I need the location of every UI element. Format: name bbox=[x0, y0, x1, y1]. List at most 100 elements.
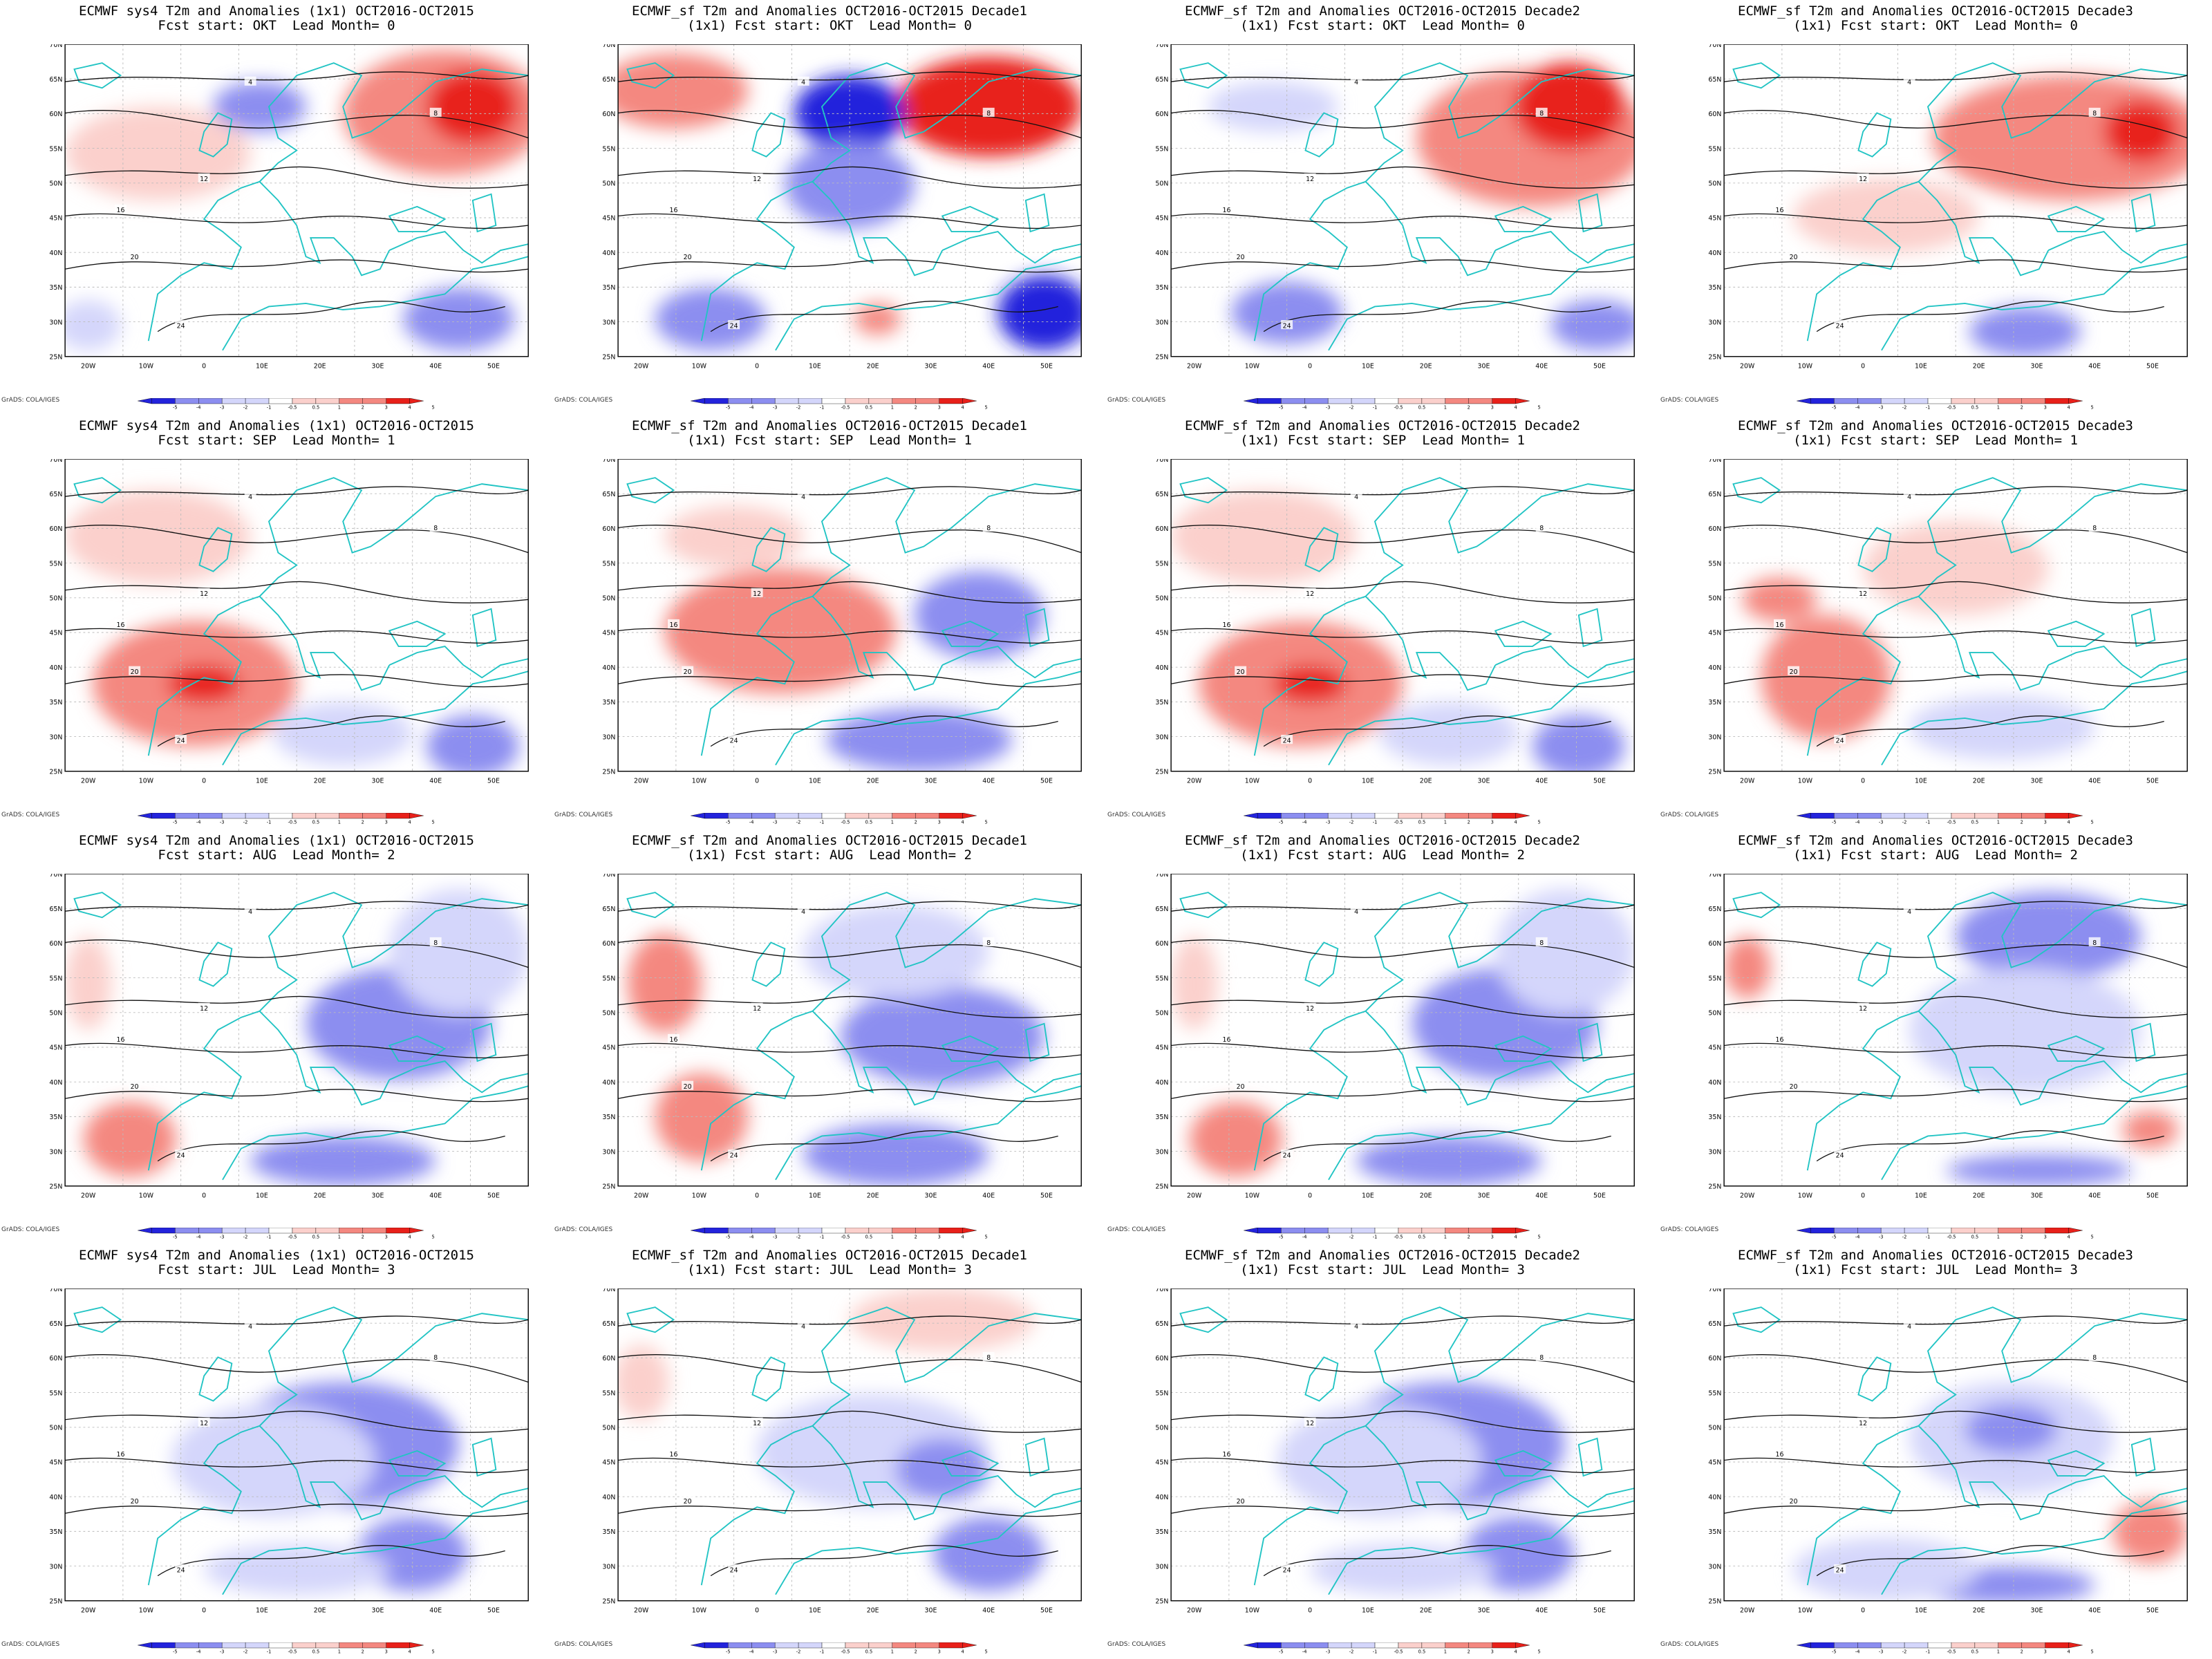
isotherm-label: 16 bbox=[1776, 1036, 1784, 1044]
colorbar-swatch bbox=[1998, 1642, 2022, 1649]
lon-label: 0 bbox=[202, 363, 206, 371]
panel-title-line-1: ECMWF_sf T2m and Anomalies OCT2016-OCT20… bbox=[632, 418, 1027, 433]
coastline bbox=[259, 62, 529, 182]
anomaly-area bbox=[1909, 696, 2095, 759]
colorbar-swatch bbox=[1880, 1228, 1905, 1234]
colorbar-tick: 1 bbox=[1444, 1649, 1447, 1653]
lat-label: 25N bbox=[1708, 1183, 1721, 1191]
coastline bbox=[626, 62, 675, 89]
colorbar-tick: -2 bbox=[1902, 819, 1907, 824]
coastline bbox=[73, 62, 122, 89]
lat-label: 30N bbox=[1155, 1148, 1168, 1156]
colorbar-swatch bbox=[1468, 1228, 1492, 1234]
colorbar-tick: 5 bbox=[2090, 1234, 2093, 1239]
colorbar-swatch bbox=[386, 1642, 410, 1649]
lat-label: 65N bbox=[602, 491, 615, 498]
lat-label: 30N bbox=[602, 319, 615, 326]
isotherm-label: 24 bbox=[730, 322, 738, 330]
colorbar-swatch bbox=[704, 1642, 729, 1649]
isotherm bbox=[65, 581, 529, 603]
colorbar: -5 -4 -3 -2 -1 -0.5 0.5 1 2 3 4 5 bbox=[1797, 1228, 2094, 1239]
colorbar-swatch bbox=[1834, 398, 1858, 404]
colorbar-tick: 2 bbox=[915, 819, 917, 824]
colorbar-tick: -3 bbox=[1879, 404, 1884, 409]
lat-label: 35N bbox=[49, 284, 62, 292]
colorbar-tick: 0.5 bbox=[1971, 1234, 1979, 1239]
grads-credit: GrADS: COLA/IGES bbox=[554, 397, 613, 404]
colorbar-swatch bbox=[198, 1228, 223, 1234]
isotherm bbox=[710, 1545, 1058, 1577]
colorbar-swatch bbox=[868, 1642, 893, 1649]
lat-label: 35N bbox=[602, 1114, 615, 1121]
lat-label: 50N bbox=[49, 180, 62, 188]
isotherm-label: 12 bbox=[753, 176, 761, 183]
anomaly-area bbox=[65, 490, 251, 584]
colorbar-tick: -4 bbox=[1302, 1649, 1307, 1653]
colorbar-tick: 2 bbox=[362, 404, 364, 409]
colorbar-swatch bbox=[751, 1228, 776, 1234]
colorbar-tick: 0.5 bbox=[312, 404, 320, 409]
lon-label: 40E bbox=[429, 778, 442, 785]
colorbar-swatch bbox=[198, 813, 223, 819]
colorbar-swatch bbox=[1927, 1642, 1952, 1649]
anomaly-area bbox=[426, 715, 519, 771]
colorbar-tick: -4 bbox=[749, 404, 754, 409]
lon-label: 30E bbox=[1477, 1192, 1490, 1200]
coastline bbox=[2047, 1475, 2188, 1508]
colorbar-tick: 2 bbox=[2021, 1649, 2023, 1653]
lon-label: 10W bbox=[1245, 778, 1259, 785]
lon-label: 0 bbox=[1308, 778, 1312, 785]
colorbar-swatch bbox=[1304, 1228, 1329, 1234]
lat-label: 60N bbox=[1708, 940, 1721, 948]
lon-label: 20W bbox=[634, 363, 648, 371]
colorbar-swatch bbox=[1998, 1228, 2022, 1234]
panel-title-line-1: ECMWF_sf T2m and Anomalies OCT2016-OCT20… bbox=[1185, 1248, 1580, 1263]
isotherm bbox=[65, 674, 529, 688]
colorbar-swatch bbox=[845, 1228, 870, 1234]
panel-title: ECMWF_sf T2m and Anomalies OCT2016-OCT20… bbox=[553, 419, 1106, 448]
lat-label: 45N bbox=[1155, 1044, 1168, 1052]
grads-credit: GrADS: COLA/IGES bbox=[1, 397, 60, 404]
lon-label: 20E bbox=[1420, 363, 1432, 371]
anomaly-area bbox=[65, 106, 251, 200]
colorbar-swatch bbox=[1257, 813, 1282, 819]
colorbar-swatch bbox=[198, 1642, 223, 1649]
coastline bbox=[1179, 892, 1228, 919]
anomaly-area bbox=[2122, 1111, 2178, 1149]
colorbar-tick: -2 bbox=[1349, 1649, 1354, 1653]
isotherm-label: 16 bbox=[1223, 1036, 1231, 1044]
panel-title-line-2: Fcst start: OKT Lead Month= 0 bbox=[158, 18, 395, 33]
colorbar-tick: -5 bbox=[1279, 1234, 1284, 1239]
isotherm bbox=[1171, 71, 1635, 82]
colorbar-tick: -3 bbox=[1879, 1649, 1884, 1653]
anomaly-area bbox=[273, 702, 413, 765]
isotherm bbox=[1724, 1354, 2188, 1383]
panel-title: ECMWF_sf T2m and Anomalies OCT2016-OCT20… bbox=[1659, 834, 2212, 863]
lat-label: 40N bbox=[49, 1079, 62, 1087]
colorbar-swatch bbox=[151, 1642, 176, 1649]
isotherm bbox=[1724, 110, 2188, 139]
isotherm bbox=[1171, 525, 1635, 554]
coastline bbox=[388, 231, 529, 264]
lon-label: 20E bbox=[1420, 1607, 1432, 1615]
lon-label: 20E bbox=[867, 1192, 879, 1200]
coastline bbox=[812, 1306, 1082, 1427]
isotherm-label: 12 bbox=[1859, 1005, 1867, 1013]
colorbar-tick: 3 bbox=[938, 1234, 941, 1239]
isotherm-label: 4 bbox=[1354, 494, 1358, 501]
lat-label: 25N bbox=[1155, 769, 1168, 776]
colorbar-tick: -5 bbox=[173, 1234, 178, 1239]
colorbar-tick: -1 bbox=[267, 404, 272, 409]
grads-credit: GrADS: COLA/IGES bbox=[554, 1226, 613, 1233]
lat-label: 40N bbox=[1155, 664, 1168, 672]
colorbar: -5 -4 -3 -2 -1 -0.5 0.5 1 2 3 4 5 bbox=[138, 1228, 435, 1239]
coastline bbox=[1918, 62, 2188, 182]
colorbar-tick: -0.5 bbox=[288, 404, 297, 409]
isotherm-label: 16 bbox=[1223, 621, 1231, 629]
colorbar-swatch bbox=[751, 1642, 776, 1649]
coastline bbox=[1857, 527, 1892, 572]
anomaly-area bbox=[655, 1074, 748, 1161]
lat-label: 65N bbox=[49, 1320, 62, 1328]
lon-label: 10E bbox=[809, 1192, 821, 1200]
